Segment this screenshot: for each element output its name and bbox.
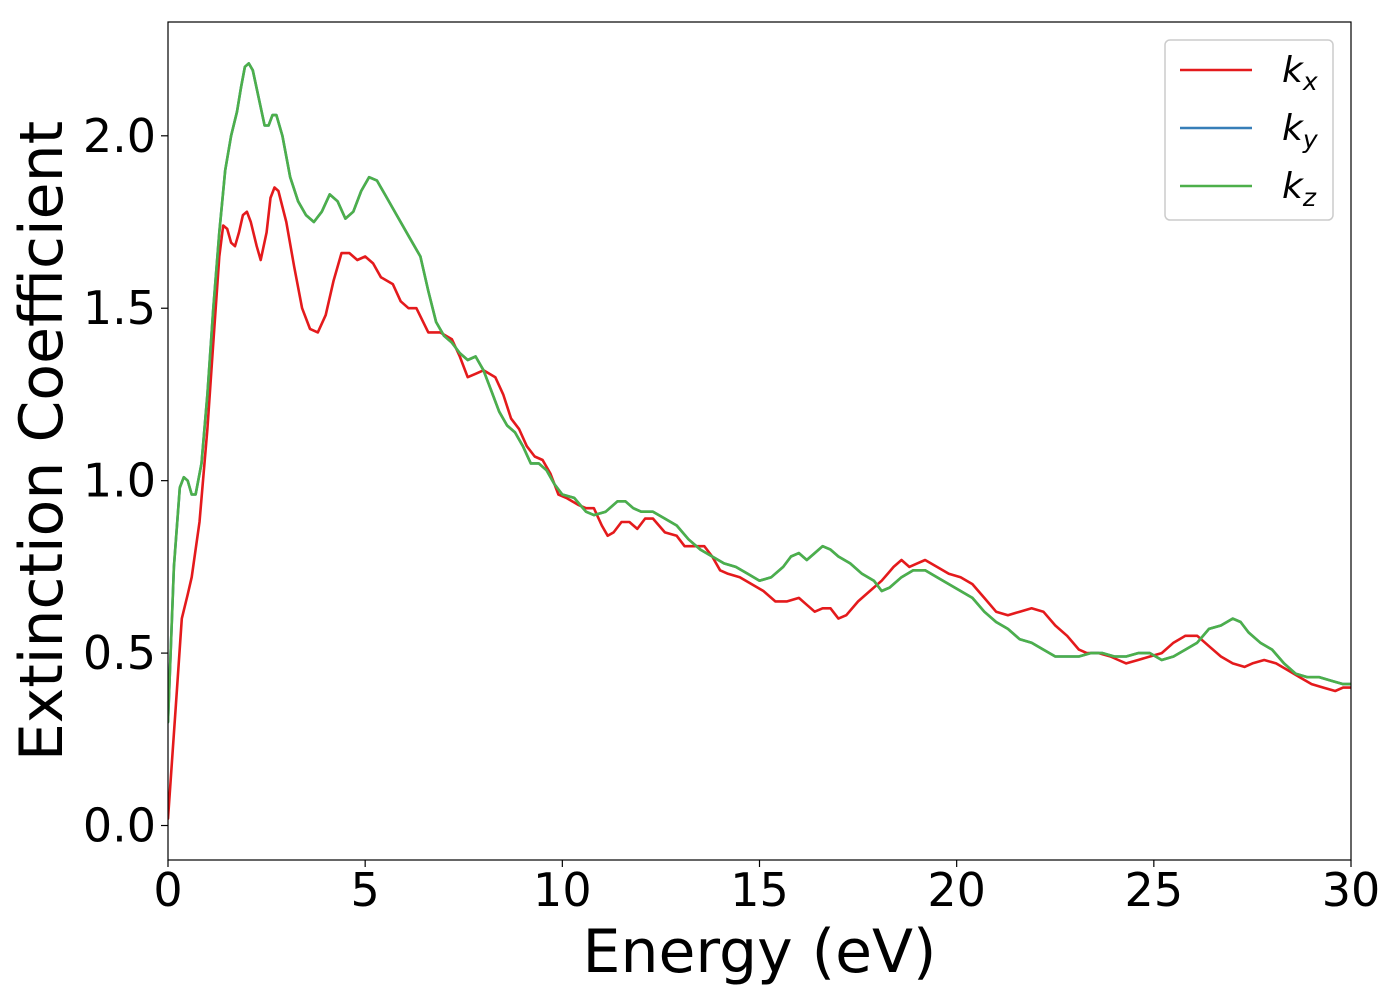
x-tick-label: 5 <box>351 863 380 917</box>
x-tick-label: 25 <box>1125 863 1184 917</box>
y-tick-label: 0.0 <box>83 799 156 853</box>
y-tick-label: 1.0 <box>83 454 156 508</box>
legend-label-k-z: kz <box>1282 166 1317 212</box>
legend: kx ky kz <box>1164 39 1334 221</box>
x-tick-label: 30 <box>1322 863 1381 917</box>
series-layer <box>168 62 1351 820</box>
y-tick-label: 1.5 <box>83 281 156 335</box>
legend-label-k-x: kx <box>1282 50 1318 96</box>
x-tick-label: 0 <box>153 863 182 917</box>
y-axis-title: Extinction Coefficient <box>7 121 77 761</box>
x-tick-label: 20 <box>927 863 986 917</box>
x-tick-label: 10 <box>533 863 592 917</box>
y-tick-label: 0.5 <box>83 626 156 680</box>
x-tick-label: 15 <box>730 863 789 917</box>
x-axis-title: Energy (eV) <box>583 917 937 987</box>
y-axis: 0.0 0.5 1.0 1.5 2.0 <box>83 109 168 853</box>
x-axis: 0 5 10 15 20 25 30 <box>153 860 1380 917</box>
legend-label-k-y: ky <box>1282 108 1319 154</box>
series-line-k-z <box>168 62 1351 724</box>
y-tick-label: 2.0 <box>83 109 156 163</box>
legend-box <box>1164 39 1334 221</box>
